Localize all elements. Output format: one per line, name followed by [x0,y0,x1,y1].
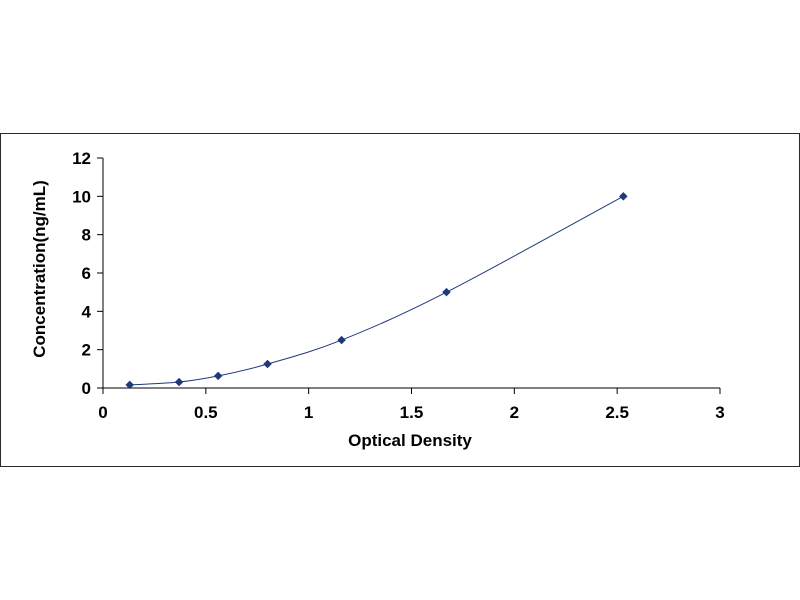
y-tick-label: 10 [72,187,91,206]
x-axis-title: Optical Density [348,431,472,450]
x-tick-label: 0.5 [194,403,218,422]
y-tick-label: 2 [82,341,91,360]
ticks: 0 0.5 1 1.5 2 2.5 3 0 2 4 6 8 10 12 [72,149,725,422]
y-tick-label: 0 [82,379,91,398]
x-tick-label: 1 [304,403,313,422]
fit-curve [129,195,624,386]
fit-curve-layer [129,195,624,386]
axes [102,158,720,389]
y-tick-label: 12 [72,149,91,168]
x-tick-label: 2.5 [605,403,629,422]
data-point-marker [442,287,451,297]
data-point-marker [337,335,346,345]
x-tick-label: 0 [98,403,107,422]
y-tick-label: 6 [82,264,91,283]
y-axis-title: Concentration(ng/mL) [30,180,49,358]
x-tick-label: 2 [510,403,519,422]
data-point-marker [125,380,135,390]
data-point-marker [618,191,628,201]
data-point-marker [174,377,184,387]
x-tick-label: 1.5 [400,403,424,422]
y-tick-label: 8 [82,226,91,245]
data-points [125,191,628,390]
y-tick-label: 4 [82,302,92,321]
x-tick-label: 3 [715,403,724,422]
data-point-marker [263,359,272,369]
chart-frame [0,133,800,467]
data-point-marker [213,371,223,381]
